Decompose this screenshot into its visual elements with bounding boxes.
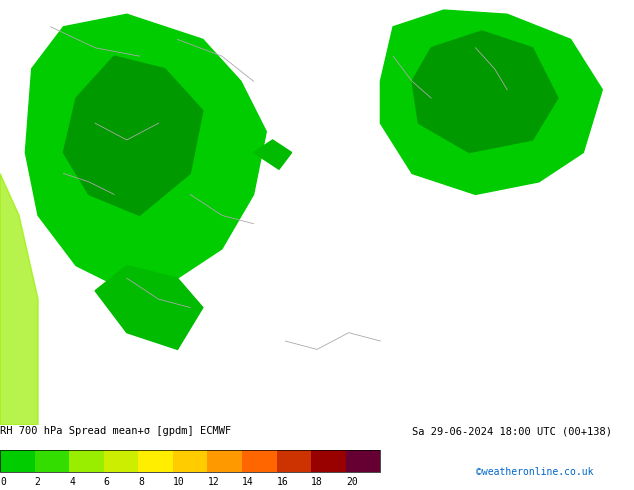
Text: 8: 8 [138, 477, 144, 487]
Polygon shape [0, 173, 38, 425]
Text: ©weatheronline.co.uk: ©weatheronline.co.uk [476, 467, 593, 477]
Polygon shape [25, 14, 266, 291]
Polygon shape [412, 31, 558, 152]
FancyBboxPatch shape [346, 450, 380, 472]
Text: 20: 20 [346, 477, 358, 487]
FancyBboxPatch shape [276, 450, 311, 472]
FancyBboxPatch shape [138, 450, 173, 472]
FancyBboxPatch shape [207, 450, 242, 472]
Text: Sa 29-06-2024 18:00 UTC (00+138): Sa 29-06-2024 18:00 UTC (00+138) [412, 426, 612, 436]
Text: 6: 6 [104, 477, 110, 487]
Text: 14: 14 [242, 477, 254, 487]
Text: 2: 2 [35, 477, 41, 487]
FancyBboxPatch shape [242, 450, 276, 472]
FancyBboxPatch shape [69, 450, 104, 472]
Text: 16: 16 [276, 477, 288, 487]
Polygon shape [380, 10, 602, 195]
Polygon shape [63, 56, 203, 216]
Polygon shape [95, 266, 203, 349]
Bar [0, 450, 380, 472]
Text: 4: 4 [69, 477, 75, 487]
FancyBboxPatch shape [0, 450, 35, 472]
Text: 18: 18 [311, 477, 323, 487]
Text: 12: 12 [207, 477, 219, 487]
FancyBboxPatch shape [104, 450, 138, 472]
Text: 0: 0 [0, 477, 6, 487]
FancyBboxPatch shape [35, 450, 69, 472]
Text: RH 700 hPa Spread mean+σ [gpdm] ECMWF: RH 700 hPa Spread mean+σ [gpdm] ECMWF [0, 426, 231, 436]
Polygon shape [254, 140, 292, 169]
Text: 10: 10 [173, 477, 184, 487]
FancyBboxPatch shape [311, 450, 346, 472]
FancyBboxPatch shape [173, 450, 207, 472]
